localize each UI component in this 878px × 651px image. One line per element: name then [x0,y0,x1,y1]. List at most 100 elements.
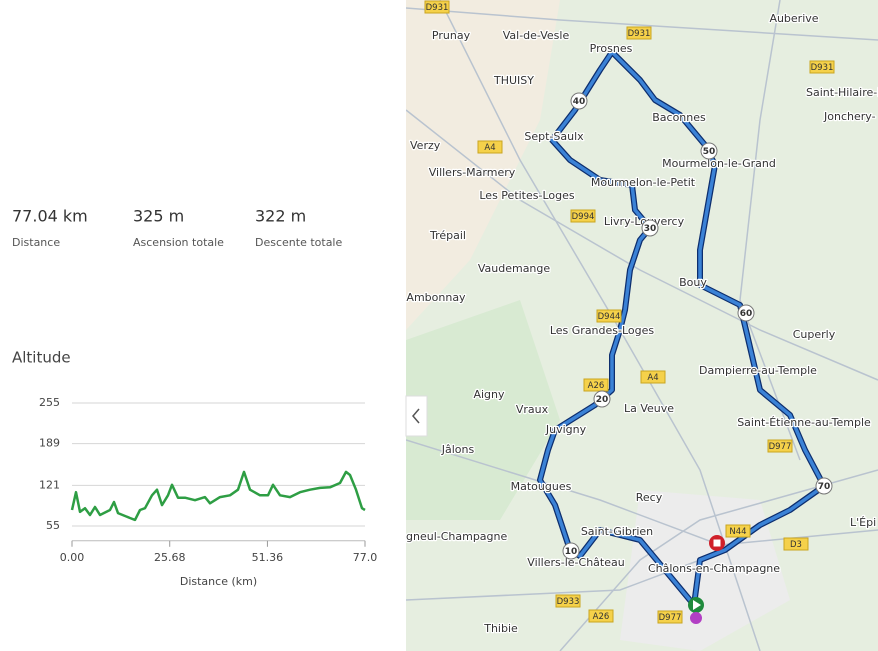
place-label: Prunay [432,29,471,42]
y-tick-label: 255 [39,396,60,409]
place-label: Saint-Étienne-au-Temple [737,416,871,429]
place-label: La Veuve [624,402,674,415]
road-badge-bg [783,537,809,551]
field [406,300,560,520]
place-label: Les Grandes-Loges [550,324,655,337]
road-badge-label: D931 [811,63,834,73]
road-badge: D977 [657,610,683,624]
place-label: Auberive [769,12,818,25]
x-tick-label: 51.36 [252,551,284,564]
road-badge-bg [424,0,450,14]
km-marker [737,304,755,322]
y-tick-label: 55 [46,519,60,532]
place-label: Juvigny [545,423,587,436]
start-icon [693,600,701,610]
place-label: L'Épi [850,516,876,529]
road-badge-label: D944 [598,312,621,322]
km-marker-label: 40 [573,97,586,107]
km-marker [815,477,833,495]
x-tick-label: 25.68 [154,551,186,564]
km-marker [570,92,588,110]
km-marker-label: 50 [703,147,716,157]
place-label: Sept-Saulx [524,130,584,143]
road-badge-bg [725,524,751,538]
road-badge-label: A4 [484,143,495,153]
place-label: Val-de-Vesle [503,29,570,42]
place-label: Ambonnay [406,291,466,304]
road-badge: D931 [424,0,450,14]
place-label: Villers-le-Château [527,556,624,569]
road-badge-bg [588,609,614,623]
place-label: Livry-Louvercy [604,215,685,228]
road-badge-label: D977 [659,613,682,623]
road-badge-bg [596,309,622,323]
km-marker-label: 10 [565,547,578,557]
road-badge-label: N44 [729,527,746,537]
place-label: Cuperly [793,328,836,341]
place-label: Mourmelon-le-Grand [662,157,776,170]
place-label: Bouy [679,276,707,289]
end-icon [713,539,721,547]
altitude-line [70,470,366,522]
road-badge: A26 [583,378,609,392]
place-label: Saint-Hilaire-le [806,86,878,99]
road-badge: N44 [725,524,751,538]
place-label: Mourmelon-le-Petit [591,176,696,189]
chart-title: Altitude [12,349,71,367]
x-axis-label: Distance (km) [180,575,257,588]
side-panel [0,0,406,651]
roads [406,0,878,651]
road-badge: D977 [767,439,793,453]
stat-value: 77.04 km [12,207,88,226]
road-badge-label: A26 [588,381,605,391]
place-label: Vaudemange [478,262,551,275]
road-badge-bg [555,594,581,608]
stat-label: Descente totale [255,236,342,249]
place-label: Verzy [410,139,441,152]
map[interactable]: Auberive Prunay Val-de-Vesle Prosnes THUISY S… [406,0,878,651]
place-label: Saint-Gibrien [581,525,653,538]
km-marker [593,390,611,408]
stat-value: 322 m [255,207,306,226]
place-label: THUISY [493,74,534,87]
road-badge: D3 [783,537,809,551]
road-badge: D944 [596,309,622,323]
place-label: Aigny [473,388,505,401]
collapse-button[interactable] [405,395,428,437]
place-label: Vraux [516,403,549,416]
road-badge: A4 [477,140,503,154]
road-badge-bg [767,439,793,453]
route [538,50,826,607]
road-badge-bg [583,378,609,392]
km-marker [700,142,718,160]
road-badge-bg [626,26,652,40]
place-label: Matougues [511,480,572,493]
road-badge: D931 [626,26,652,40]
place-label: Prosnes [590,42,633,55]
place-label: Châlons-en-Champagne [648,562,780,575]
place-label: Jonchery- [823,110,876,123]
road-badge-label: A4 [647,373,658,383]
field [406,0,560,330]
road-badge-label: D931 [426,3,449,13]
y-tick-label: 189 [39,437,60,450]
chevron-icon [412,408,420,424]
x-tick-label: 77.0 [353,551,378,564]
stat-value: 325 m [133,207,184,226]
road-badge-label: A26 [593,612,610,622]
road-badge-bg [570,209,596,223]
km-marker-label: 60 [740,309,753,319]
place-label: Les Petites-Loges [479,189,575,202]
stat-label: Distance [12,236,60,249]
km-marker [562,542,580,560]
road-badge: D994 [570,209,596,223]
road-badge-label: D3 [790,540,802,550]
road-badge: A4 [640,370,666,384]
place-label: Jâlons [441,443,475,456]
x-tick-label: 0.00 [60,551,85,564]
road-badge-bg [477,140,503,154]
road-badge: D933 [555,594,581,608]
road-badge-label: D931 [628,29,651,39]
km-marker-label: 70 [818,482,831,492]
